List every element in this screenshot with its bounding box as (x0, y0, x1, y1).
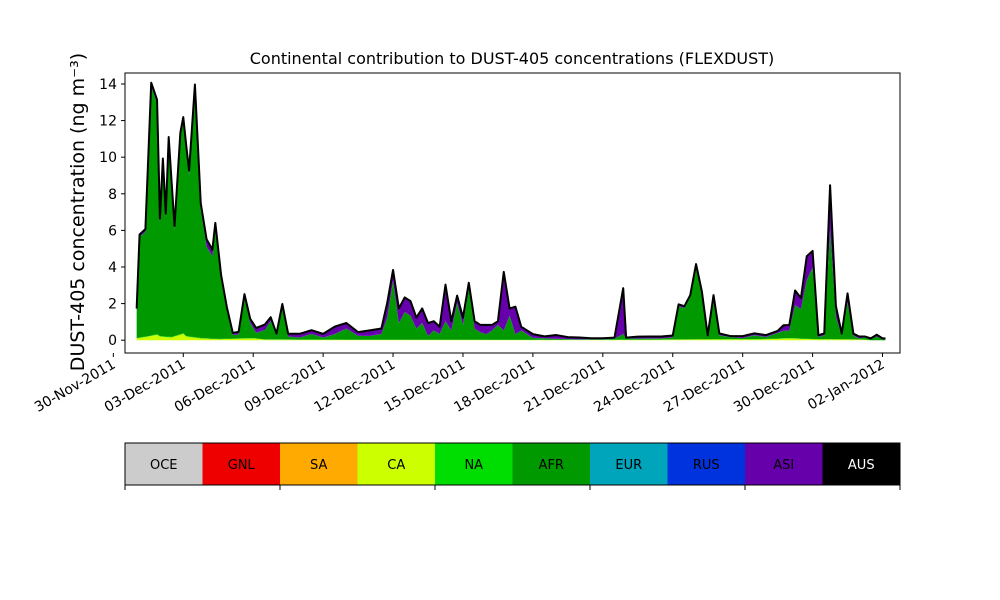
colorbar-label-rus: RUS (693, 458, 720, 473)
area-asi (136, 82, 886, 340)
y-tick-label: 8 (108, 187, 117, 203)
y-tick-label: 2 (108, 297, 117, 313)
y-axis-label: DUST-405 concentration (ng m⁻³) (67, 53, 89, 371)
colorbar-swatch-na (435, 443, 513, 485)
colorbar-swatch-afr (512, 443, 590, 485)
colorbar-swatch-oce (125, 443, 203, 485)
x-axis: 30-Nov-201103-Dec-201106-Dec-201109-Dec-… (32, 353, 888, 416)
y-tick-label: 12 (99, 114, 117, 130)
colorbar-label-afr: AFR (539, 458, 564, 473)
y-tick-label: 10 (99, 150, 117, 166)
colorbar-label-aus: AUS (848, 458, 875, 473)
plot-frame (124, 72, 901, 354)
colorbar-frame (124, 442, 901, 486)
area-ca (136, 333, 886, 341)
colorbar-label-asi: ASI (773, 458, 794, 473)
colorbar-swatch-asi (745, 443, 823, 485)
y-tick-label: 6 (108, 223, 117, 239)
colorbar-label-na: NA (464, 458, 483, 473)
x-tick-label: 02-Jan-2012 (805, 357, 887, 414)
colorbar-label-oce: OCE (150, 458, 178, 473)
colorbar-label-ca: CA (387, 458, 405, 473)
colorbar-swatch-aus (822, 443, 900, 485)
colorbar-swatch-rus (667, 443, 745, 485)
area-afr (136, 86, 886, 341)
colorbar-swatch-ca (357, 443, 435, 485)
total-concentration-line (135, 81, 886, 340)
continent-colorbar: OCE GNL SA CA NA AFR EUR RUS ASI AUS (124, 442, 901, 490)
area-rus (136, 86, 886, 340)
colorbar-swatch-eur (590, 443, 668, 485)
y-tick-label: 14 (99, 77, 117, 93)
colorbar-label-sa: SA (310, 458, 327, 473)
colorbar-swatch-gnl (202, 443, 280, 485)
stacked-areas (136, 82, 886, 341)
colorbar-label-gnl: GNL (228, 458, 256, 473)
colorbar-label-eur: EUR (615, 458, 642, 473)
y-tick-label: 0 (108, 333, 117, 349)
chart-title: Continental contribution to DUST-405 con… (250, 49, 775, 68)
y-tick-label: 4 (108, 260, 117, 276)
colorbar-swatch-sa (280, 443, 358, 485)
y-axis: 0 2 4 6 8 10 12 14 (99, 77, 125, 349)
